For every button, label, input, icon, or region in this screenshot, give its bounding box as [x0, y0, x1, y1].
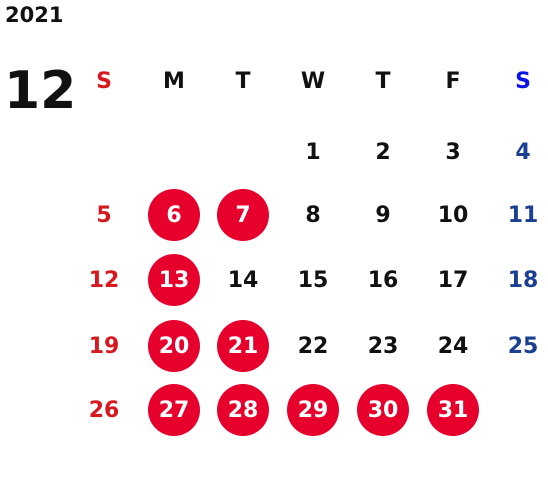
weekday-header: M	[163, 68, 185, 94]
day-cell[interactable]: 18	[507, 267, 539, 293]
day-cell[interactable]: 22	[297, 333, 329, 359]
weekday-header: T	[375, 68, 391, 94]
weekday-header: S	[96, 68, 112, 94]
day-cell-highlighted[interactable]: 6	[148, 189, 200, 241]
day-cell-highlighted[interactable]: 27	[148, 384, 200, 436]
weekday-header: T	[235, 68, 251, 94]
day-cell[interactable]: 23	[367, 333, 399, 359]
day-cell[interactable]: 2	[375, 139, 391, 165]
day-cell[interactable]: 9	[375, 202, 391, 228]
weekday-header: W	[300, 68, 326, 94]
day-cell[interactable]: 26	[88, 397, 120, 423]
day-cell-highlighted[interactable]: 31	[427, 384, 479, 436]
day-cell[interactable]: 16	[367, 267, 399, 293]
day-cell[interactable]: 19	[88, 333, 120, 359]
day-cell[interactable]: 15	[297, 267, 329, 293]
month-number: 12	[4, 61, 77, 121]
day-cell[interactable]: 17	[437, 267, 469, 293]
day-cell-highlighted[interactable]: 30	[357, 384, 409, 436]
day-cell[interactable]: 24	[437, 333, 469, 359]
day-cell[interactable]: 8	[305, 202, 321, 228]
day-cell[interactable]: 4	[515, 139, 531, 165]
day-cell-highlighted[interactable]: 28	[217, 384, 269, 436]
weekday-header: S	[515, 68, 531, 94]
day-cell[interactable]: 10	[437, 202, 469, 228]
day-cell[interactable]: 14	[227, 267, 259, 293]
year-label: 2021	[5, 3, 64, 27]
weekday-header: F	[445, 68, 461, 94]
day-cell-highlighted[interactable]: 29	[287, 384, 339, 436]
day-cell-highlighted[interactable]: 20	[148, 320, 200, 372]
day-cell[interactable]: 3	[445, 139, 461, 165]
day-cell[interactable]: 1	[305, 139, 321, 165]
day-cell-highlighted[interactable]: 13	[148, 254, 200, 306]
day-cell[interactable]: 12	[88, 267, 120, 293]
day-cell[interactable]: 5	[96, 202, 112, 228]
day-cell-highlighted[interactable]: 21	[217, 320, 269, 372]
day-cell[interactable]: 11	[507, 202, 539, 228]
day-cell-highlighted[interactable]: 7	[217, 189, 269, 241]
day-cell[interactable]: 25	[507, 333, 539, 359]
